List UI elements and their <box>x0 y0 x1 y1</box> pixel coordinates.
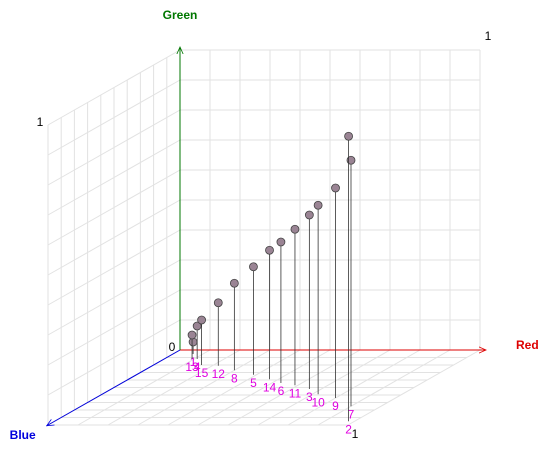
point <box>331 183 340 193</box>
grid-line <box>47 139 181 216</box>
point-label: 14 <box>263 380 277 394</box>
grid-line <box>47 169 181 246</box>
grid-line <box>347 349 481 426</box>
point-label: 6 <box>278 384 285 398</box>
z-tick-label: 1 <box>485 29 492 43</box>
point <box>213 298 223 308</box>
z-axis <box>47 349 181 426</box>
point-label: 5 <box>250 376 257 390</box>
point <box>187 330 197 340</box>
point-label: 10 <box>311 395 325 409</box>
point <box>344 131 354 141</box>
point-label: 1 <box>190 355 197 369</box>
grid-line <box>287 349 421 426</box>
grid-line <box>47 109 181 186</box>
point <box>304 210 314 220</box>
grid-line <box>257 349 391 426</box>
point-label: 2 <box>345 422 352 436</box>
point-label: 11 <box>289 386 302 400</box>
point <box>276 237 286 247</box>
point <box>313 200 323 210</box>
grid <box>47 49 481 426</box>
point-label: 3 <box>306 390 313 404</box>
grid-line <box>47 199 181 276</box>
point-label: 8 <box>231 371 238 385</box>
grid-line <box>47 49 181 126</box>
x-axis-title: Red <box>516 338 539 352</box>
y-axis-title: Green <box>163 8 198 22</box>
grid-line <box>227 349 361 426</box>
point-label: 9 <box>332 399 339 413</box>
z-axis-title: Blue <box>10 428 36 442</box>
point <box>249 262 258 272</box>
point-label: 7 <box>348 407 355 421</box>
grid-line <box>47 79 181 156</box>
point <box>192 321 202 331</box>
point <box>197 315 207 325</box>
point <box>229 278 239 288</box>
point <box>265 245 274 255</box>
point-label: 13 <box>185 360 199 374</box>
y-tick-label: 0 <box>169 340 176 354</box>
point-label: 4 <box>194 360 201 374</box>
point <box>290 224 300 234</box>
x-tick-label: 1 <box>352 427 359 441</box>
point-label: 12 <box>212 367 226 381</box>
grid-line <box>317 349 451 426</box>
point-label: 15 <box>195 366 209 380</box>
y-tick-label: 1 <box>37 115 44 129</box>
